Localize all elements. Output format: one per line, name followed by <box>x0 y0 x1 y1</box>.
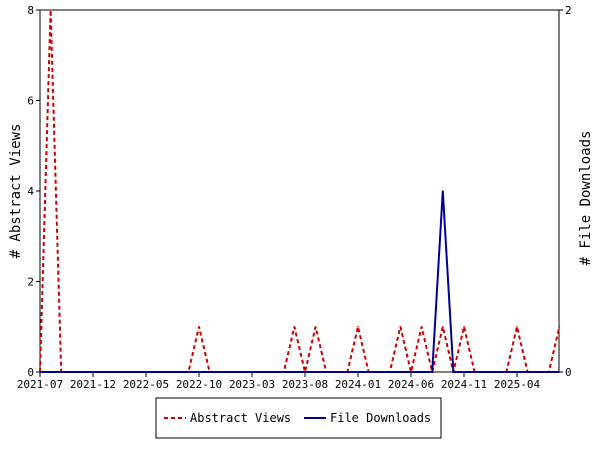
x-tick-label: 2022-10 <box>176 378 222 391</box>
data-point-file-downloads <box>495 371 497 373</box>
x-tick-label: 2023-08 <box>282 378 328 391</box>
data-point-file-downloads <box>92 371 94 373</box>
series-line-file-downloads <box>40 190 560 373</box>
data-point-file-downloads <box>473 371 476 373</box>
data-point-file-downloads <box>261 371 264 373</box>
x-tick-label: 2024-11 <box>441 378 487 391</box>
data-point-file-downloads <box>293 371 296 373</box>
data-point-file-downloads <box>346 371 349 373</box>
data-point-file-downloads <box>314 371 317 373</box>
data-point-file-downloads <box>463 371 465 373</box>
y-left-tick-label: 6 <box>27 95 34 108</box>
plot-area <box>39 9 560 373</box>
data-point-file-downloads <box>325 371 328 373</box>
data-point-file-downloads <box>537 371 539 373</box>
data-point-file-downloads <box>155 371 158 373</box>
data-point-file-downloads <box>230 371 232 373</box>
x-tick-label: 2024-01 <box>335 378 381 391</box>
data-point-file-downloads <box>251 371 253 373</box>
y-axis-right-ticks: 02 <box>559 4 572 379</box>
data-point-file-downloads <box>166 371 168 373</box>
data-point-abstract-views <box>558 325 561 328</box>
series-line-abstract-views <box>39 9 561 373</box>
y-right-tick-label: 2 <box>565 4 572 17</box>
x-axis-ticks: 2021-07 2021-12 2022-05 2022-10 2023-03 2023-… <box>17 372 541 391</box>
y-axis-right-title: # File Downloads <box>578 131 594 266</box>
data-point-abstract-views <box>516 325 518 328</box>
series-layer <box>39 9 561 373</box>
data-point-file-downloads <box>484 371 487 373</box>
legend-label-abstract-views: Abstract Views <box>190 411 291 425</box>
data-point-file-downloads <box>442 190 444 192</box>
legend-label-file-downloads: File Downloads <box>330 411 431 425</box>
data-point-file-downloads <box>505 371 508 373</box>
y-axis-left-title: # Abstract Views <box>8 124 24 259</box>
data-point-file-downloads <box>124 371 126 373</box>
y-left-tick-label: 4 <box>27 185 34 198</box>
data-point-abstract-views <box>198 325 200 328</box>
data-point-file-downloads <box>60 371 62 373</box>
x-tick-label: 2023-03 <box>229 378 275 391</box>
data-point-abstract-views <box>314 325 317 328</box>
data-point-abstract-views <box>463 325 465 328</box>
y-axis-left-ticks: 0 2 4 6 8 <box>27 4 40 379</box>
x-tick-label: 2021-12 <box>70 378 116 391</box>
data-point-file-downloads <box>134 371 137 373</box>
data-point-file-downloads <box>336 371 338 373</box>
data-point-file-downloads <box>187 371 190 373</box>
data-point-file-downloads <box>283 371 285 373</box>
data-point-file-downloads <box>198 371 200 373</box>
legend: Abstract Views File Downloads <box>155 397 442 439</box>
data-point-file-downloads <box>526 371 529 373</box>
data-point-file-downloads <box>548 371 550 373</box>
data-point-file-downloads <box>516 371 518 373</box>
data-point-file-downloads <box>431 371 434 373</box>
data-point-file-downloads <box>113 371 115 373</box>
x-tick-label: 2021-07 <box>17 378 63 391</box>
y-left-tick-label: 8 <box>27 4 34 17</box>
data-point-file-downloads <box>452 371 455 373</box>
data-point-file-downloads <box>378 371 381 373</box>
y-left-tick-label: 0 <box>27 366 34 379</box>
data-point-abstract-views <box>293 325 296 328</box>
data-point-file-downloads <box>304 371 306 373</box>
data-point-file-downloads <box>71 371 73 373</box>
data-point-file-downloads <box>410 371 412 373</box>
data-point-file-downloads <box>208 371 211 373</box>
data-point-file-downloads <box>420 371 423 373</box>
data-point-file-downloads <box>399 371 402 373</box>
data-point-file-downloads <box>81 371 84 373</box>
data-point-abstract-views <box>442 325 444 328</box>
legend-box <box>155 397 442 439</box>
data-point-abstract-views <box>357 325 359 328</box>
y-left-tick-label: 2 <box>27 276 34 289</box>
data-point-file-downloads <box>367 371 370 373</box>
data-point-file-downloads <box>240 371 243 373</box>
x-tick-label: 2022-05 <box>123 378 169 391</box>
x-tick-label: 2024-06 <box>388 378 434 391</box>
data-point-file-downloads <box>219 371 221 373</box>
data-point-file-downloads <box>272 371 275 373</box>
data-point-file-downloads <box>558 371 561 373</box>
data-point-abstract-views <box>399 325 402 328</box>
data-point-abstract-views <box>49 9 52 11</box>
data-point-file-downloads <box>389 371 391 373</box>
data-point-file-downloads <box>102 371 105 373</box>
x-tick-label: 2025-04 <box>494 378 541 391</box>
data-point-file-downloads <box>49 371 52 373</box>
data-point-file-downloads <box>357 371 359 373</box>
data-point-file-downloads <box>39 371 41 373</box>
y-right-tick-label: 0 <box>565 366 572 379</box>
data-point-file-downloads <box>145 371 147 373</box>
data-point-abstract-views <box>420 325 423 328</box>
data-point-file-downloads <box>177 371 179 373</box>
